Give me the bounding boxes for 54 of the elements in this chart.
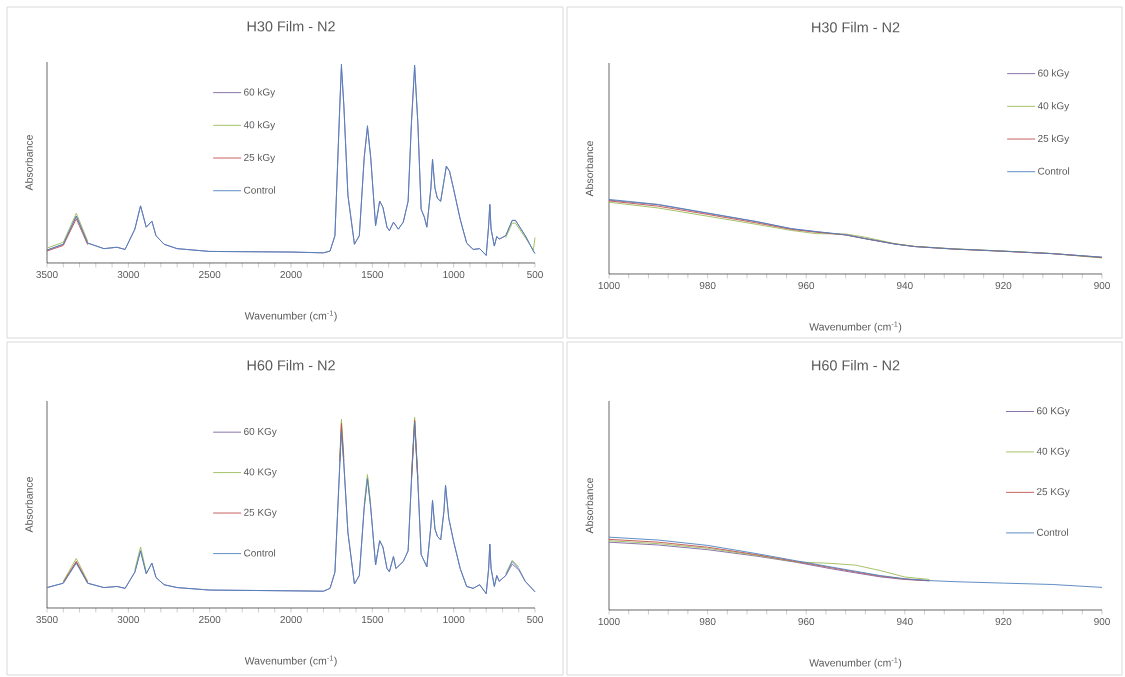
legend-label: 40 KGy [243, 468, 277, 478]
legend-label: Control [244, 186, 276, 194]
legend-label: 40 kGy [243, 120, 276, 131]
x-tick-label: 2500 [199, 616, 221, 624]
y-axis-title: Absorbance [25, 135, 33, 191]
x-tick-label: 940 [896, 618, 913, 626]
x-tick-label: 3000 [117, 271, 140, 279]
x-tick-label: 900 [1094, 618, 1110, 626]
x-tick-label: 920 [995, 282, 1012, 290]
legend-label: 60 kGy [1038, 69, 1070, 79]
x-tick-label: 940 [896, 282, 913, 290]
y-axis-title: Absorbance [585, 141, 594, 197]
legend-label: 25 kGy [244, 153, 276, 163]
x-tick-label: 1000 [443, 616, 465, 624]
x-tick-label: 2000 [280, 616, 302, 624]
x-tick-label: 960 [798, 618, 815, 626]
x-tick-label: 980 [699, 618, 716, 626]
chart-title: H60 Film - N2 [247, 359, 335, 371]
legend-label: Control [244, 549, 276, 557]
x-tick-label: 1500 [362, 616, 384, 624]
x-axis-title: Wavenumber (cm$^{-1}$) [809, 657, 902, 669]
y-axis-title: Absorbance [585, 478, 594, 534]
legend-label: 60 kGy [244, 88, 276, 98]
x-axis-title: Wavenumber (cm$^{-1}$) [809, 321, 902, 333]
y-axis-title: Absorbance [25, 477, 33, 533]
legend-label: 25 KGy [244, 508, 277, 518]
x-tick-label: 2500 [199, 271, 221, 279]
x-tick-label: 500 [527, 271, 543, 279]
x-tick-label: 3500 [36, 616, 58, 624]
legend-label: 40 kGy [1037, 101, 1070, 112]
x-axis-title: Wavenumber (cm$^{-1}$) [244, 310, 337, 322]
x-tick-label: 500 [527, 616, 543, 624]
x-tick-label: 1500 [362, 271, 384, 279]
x-axis-title: Wavenumber (cm$^{-1}$) [244, 655, 337, 667]
chart-title: H30 Film - N2 [247, 20, 335, 32]
x-tick-label: 980 [699, 282, 716, 290]
chart-title: H60 Film - N2 [812, 359, 900, 371]
legend-label: 25 KGy [1036, 488, 1070, 498]
x-tick-label: 960 [798, 282, 815, 290]
legend-label: Control [1036, 528, 1068, 536]
legend-label: Control [1038, 167, 1070, 175]
legend-label: 60 KGy [244, 427, 277, 437]
legend-label: 25 kGy [1038, 134, 1070, 144]
x-tick-label: 1000 [598, 618, 620, 626]
x-tick-label: 1000 [598, 282, 620, 290]
x-tick-label: 3000 [117, 616, 140, 624]
legend-label: 40 KGy [1036, 447, 1070, 457]
legend-label: 60 KGy [1036, 407, 1070, 417]
chart-title: H30 Film - N2 [812, 21, 900, 33]
x-tick-label: 1000 [443, 271, 465, 279]
x-tick-label: 920 [995, 618, 1012, 626]
x-tick-label: 3500 [36, 271, 58, 279]
x-tick-label: 900 [1094, 282, 1110, 290]
x-tick-label: 2000 [280, 271, 302, 279]
